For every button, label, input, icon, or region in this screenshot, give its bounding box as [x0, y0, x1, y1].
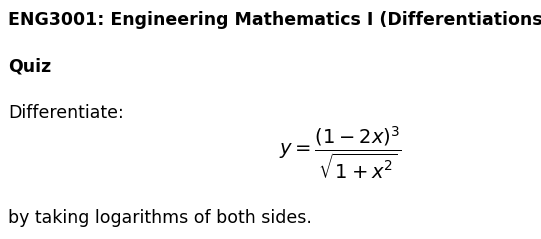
- Text: Differentiate:: Differentiate:: [8, 104, 124, 122]
- Text: $y = \dfrac{(1-2x)^3}{\sqrt{1+x^2}}$: $y = \dfrac{(1-2x)^3}{\sqrt{1+x^2}}$: [279, 125, 403, 181]
- Text: Quiz: Quiz: [8, 57, 51, 75]
- Text: by taking logarithms of both sides.: by taking logarithms of both sides.: [8, 209, 312, 227]
- Text: ENG3001: Engineering Mathematics I (Differentiations): ENG3001: Engineering Mathematics I (Diff…: [8, 11, 541, 29]
